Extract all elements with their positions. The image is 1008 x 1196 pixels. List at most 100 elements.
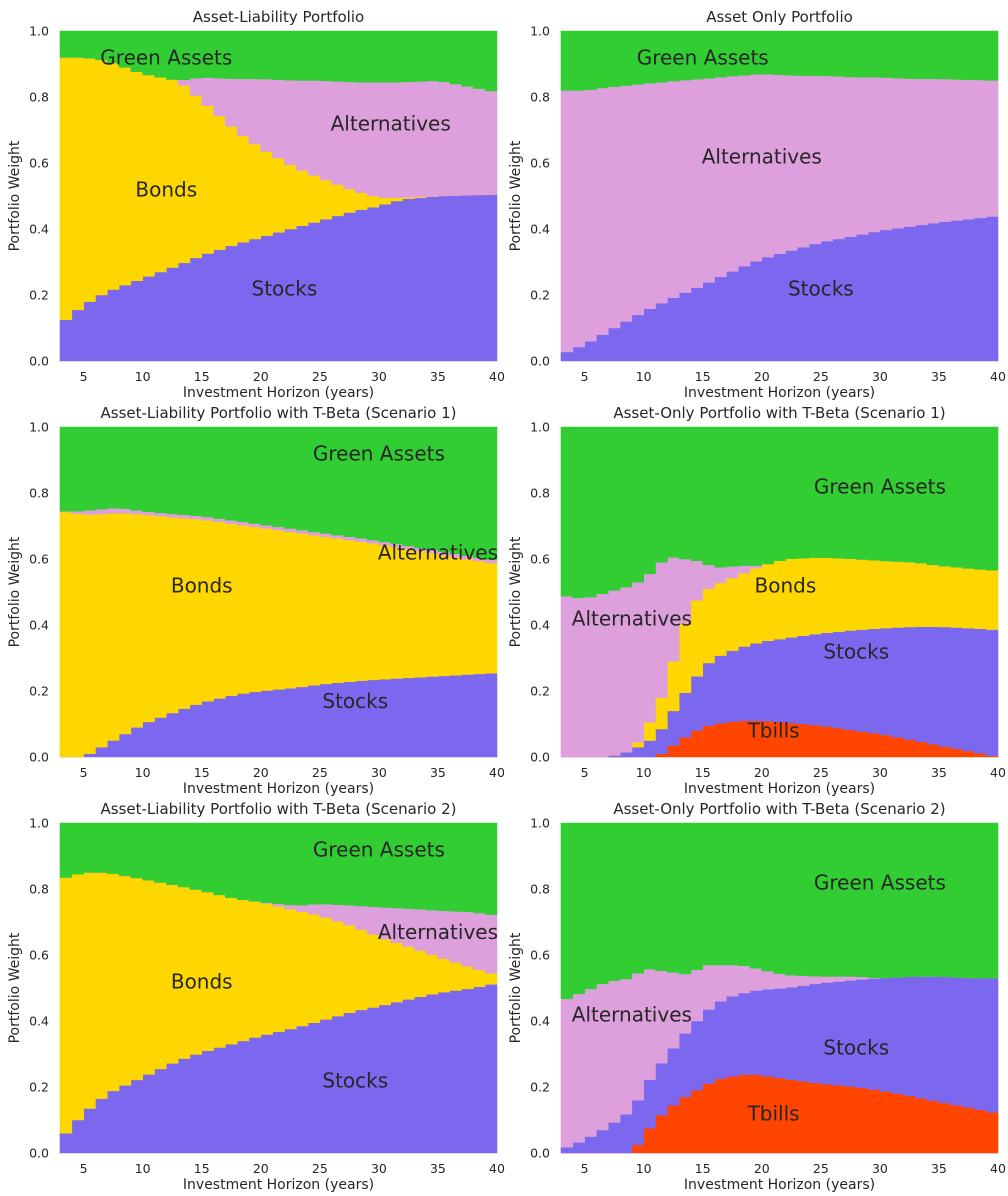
x-tick-label: 30: [872, 1161, 888, 1176]
x-tick-label: 25: [813, 369, 829, 384]
x-axis-label: Investment Horizon (years): [684, 385, 875, 401]
x-tick-label: 25: [813, 1161, 829, 1176]
y-axis-label: Portfolio Weight: [508, 536, 524, 647]
region-label-tbills: Tbills: [747, 1101, 800, 1125]
x-tick-label: 40: [489, 369, 505, 384]
x-tick-label: 5: [581, 1161, 589, 1176]
x-axis-label: Investment Horizon (years): [183, 385, 374, 401]
y-tick-label: 0.4: [29, 222, 49, 237]
chart-panel-5: Asset-Liability Portfolio with T-Beta (S…: [7, 800, 505, 1193]
chart-panel-1: Asset-Liability Portfolio 5 10 15 20 25 30 35 40…: [7, 8, 505, 401]
y-axis-label: Portfolio Weight: [7, 140, 23, 251]
series-area-green-assets: [59, 30, 498, 92]
x-tick-label: 35: [931, 1161, 947, 1176]
series-area-green-assets: [59, 822, 498, 915]
chart-title: Asset Only Portfolio: [706, 8, 853, 26]
x-tick-label: 40: [990, 765, 1006, 780]
x-tick-label: 15: [695, 765, 711, 780]
region-label-alternatives: Alternatives: [378, 540, 498, 564]
region-label-alternatives: Alternatives: [572, 606, 692, 630]
region-label-green-assets: Green Assets: [814, 474, 946, 498]
x-tick-label: 15: [194, 369, 210, 384]
series-area-green-assets: [560, 30, 999, 91]
chart-panel-4: Asset-Only Portfolio with T-Beta (Scenar…: [508, 404, 1006, 797]
x-tick-label: 35: [430, 765, 446, 780]
region-label-alternatives: Alternatives: [572, 1002, 692, 1026]
x-tick-label: 5: [80, 1161, 88, 1176]
x-tick-label: 25: [312, 765, 328, 780]
chart-panel-2: Asset Only Portfolio 5 10 15 20 25 30 35 40 0.0 0.…: [508, 8, 1006, 401]
region-label-bonds: Bonds: [755, 573, 817, 597]
y-tick-label: 0.6: [29, 156, 49, 171]
y-tick-label: 0.0: [29, 354, 49, 369]
region-label-bonds: Bonds: [135, 177, 197, 201]
x-tick-label: 30: [371, 1161, 387, 1176]
x-tick-label: 40: [990, 1161, 1006, 1176]
x-tick-label: 10: [135, 765, 151, 780]
y-tick-label: 0.8: [29, 882, 49, 897]
x-tick-label: 30: [872, 369, 888, 384]
region-label-stocks: Stocks: [322, 689, 388, 713]
y-tick-label: 0.6: [530, 948, 550, 963]
x-tick-label: 10: [135, 1161, 151, 1176]
chart-panel-3: Asset-Liability Portfolio with T-Beta (S…: [7, 404, 505, 797]
y-tick-label: 0.0: [530, 354, 550, 369]
series-area-green-assets: [560, 426, 999, 599]
y-tick-label: 1.0: [530, 816, 550, 831]
x-tick-label: 10: [636, 369, 652, 384]
y-axis-label: Portfolio Weight: [7, 536, 23, 647]
y-tick-label: 1.0: [29, 816, 49, 831]
region-label-alternatives: Alternatives: [702, 144, 822, 168]
x-axis-label: Investment Horizon (years): [684, 1177, 875, 1193]
x-tick-label: 25: [813, 765, 829, 780]
y-tick-label: 0.8: [29, 90, 49, 105]
chart-title: Asset-Liability Portfolio with T-Beta (S…: [101, 404, 457, 422]
y-tick-label: 0.2: [530, 684, 550, 699]
y-tick-label: 0.6: [530, 156, 550, 171]
x-tick-label: 40: [990, 369, 1006, 384]
series-area-green-assets: [560, 822, 999, 1000]
region-label-stocks: Stocks: [252, 276, 318, 300]
x-tick-label: 10: [636, 1161, 652, 1176]
y-tick-label: 1.0: [530, 24, 550, 39]
series-area-green-assets: [59, 426, 498, 560]
y-tick-label: 0.2: [530, 1080, 550, 1095]
x-tick-label: 40: [489, 765, 505, 780]
x-tick-label: 20: [253, 765, 269, 780]
y-tick-label: 0.0: [29, 1146, 49, 1161]
region-label-stocks: Stocks: [823, 1035, 889, 1059]
x-tick-label: 15: [695, 1161, 711, 1176]
region-label-stocks: Stocks: [322, 1068, 388, 1092]
y-tick-label: 0.4: [530, 1014, 550, 1029]
y-tick-label: 1.0: [530, 420, 550, 435]
y-tick-label: 0.4: [29, 618, 49, 633]
y-tick-label: 0.0: [530, 750, 550, 765]
y-tick-label: 0.8: [530, 90, 550, 105]
y-tick-label: 0.2: [29, 1080, 49, 1095]
chart-title: Asset-Only Portfolio with T-Beta (Scenar…: [613, 800, 945, 818]
region-label-alternatives: Alternatives: [378, 920, 498, 944]
region-label-green-assets: Green Assets: [814, 870, 946, 894]
region-label-alternatives: Alternatives: [331, 111, 451, 135]
x-tick-label: 30: [872, 765, 888, 780]
x-tick-label: 5: [581, 765, 589, 780]
x-tick-label: 35: [430, 369, 446, 384]
x-tick-label: 30: [371, 369, 387, 384]
y-tick-label: 0.0: [530, 1146, 550, 1161]
chart-panel-6: Asset-Only Portfolio with T-Beta (Scenar…: [508, 800, 1006, 1193]
y-tick-label: 1.0: [29, 420, 49, 435]
y-tick-label: 0.4: [530, 222, 550, 237]
region-label-tbills: Tbills: [747, 719, 800, 743]
y-tick-label: 0.0: [29, 750, 49, 765]
x-tick-label: 40: [489, 1161, 505, 1176]
y-tick-label: 0.2: [29, 684, 49, 699]
region-label-green-assets: Green Assets: [637, 45, 769, 69]
region-label-green-assets: Green Assets: [100, 45, 232, 69]
x-axis-label: Investment Horizon (years): [684, 781, 875, 797]
y-tick-label: 0.6: [29, 948, 49, 963]
region-label-stocks: Stocks: [823, 639, 889, 663]
x-tick-label: 20: [754, 369, 770, 384]
x-tick-label: 5: [80, 369, 88, 384]
x-tick-label: 15: [194, 765, 210, 780]
y-axis-label: Portfolio Weight: [508, 140, 524, 251]
